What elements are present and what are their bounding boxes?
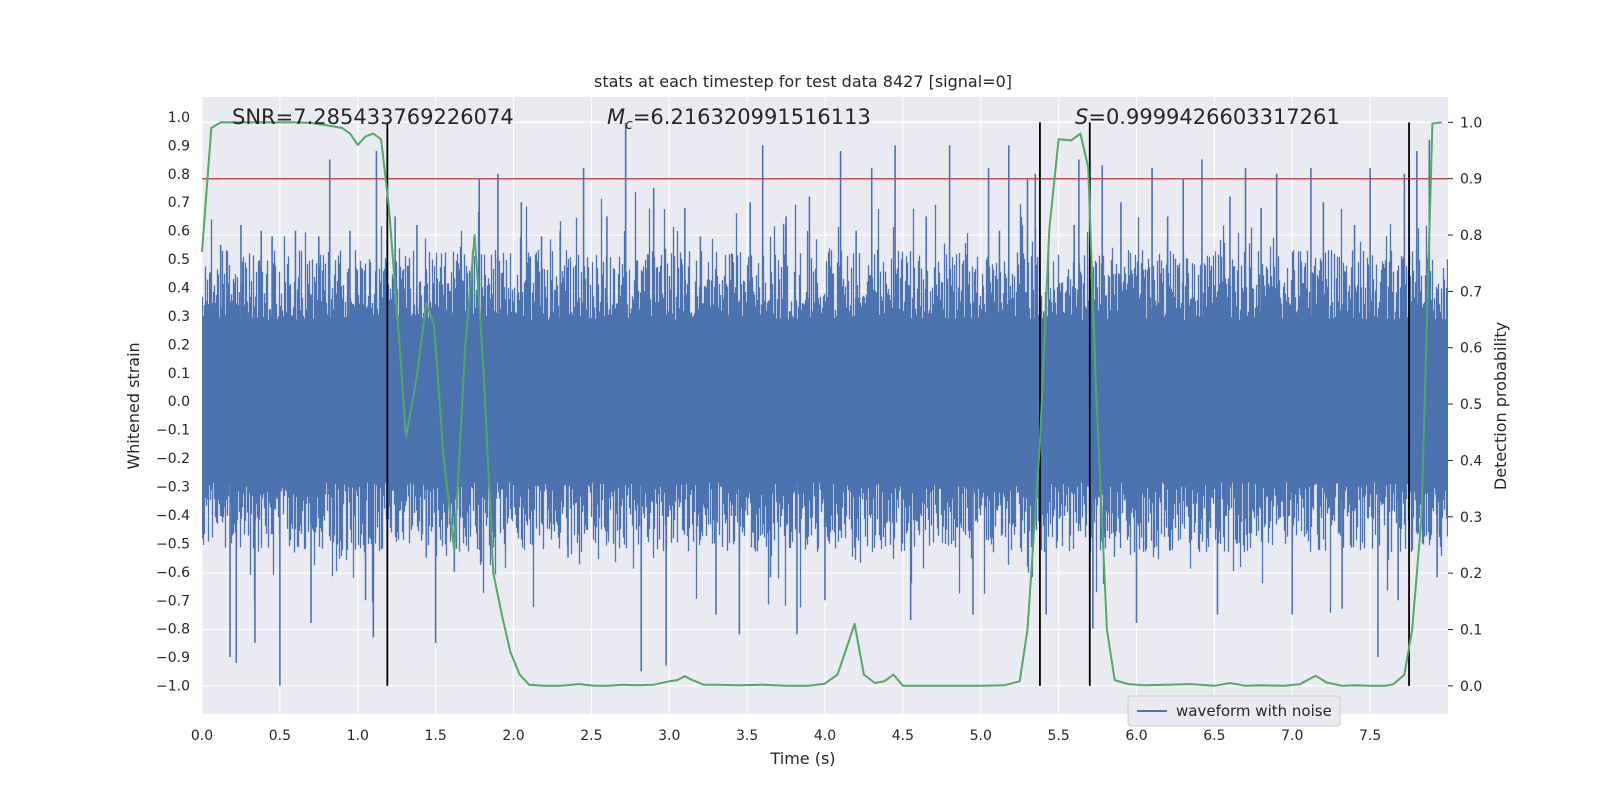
- y-left-tick-label: 0.7: [168, 195, 190, 211]
- y-right-tick-label: 0.2: [1460, 566, 1482, 582]
- chirp-mass-annotation: Mc=6.216320991516113: [607, 105, 871, 133]
- legend-label: waveform with noise: [1176, 702, 1332, 720]
- score-annotation: S=0.9999426603317261: [1075, 105, 1340, 129]
- y-left-tick-label: 0.9: [168, 138, 190, 154]
- y-right-ticks: 1.0 0.9 0.8 0.7 0.6 0.5 0.4 0.3 0.2 0.1 0.0: [1448, 115, 1482, 695]
- y-left-tick-label: −0.4: [156, 508, 190, 524]
- x-axis-label: Time (s): [769, 749, 835, 768]
- x-tick-label: 5.5: [1047, 728, 1069, 744]
- waveform-series: [202, 122, 1448, 686]
- snr-annotation: SNR=7.285433769226074: [232, 105, 514, 129]
- x-tick-label: 3.0: [658, 728, 680, 744]
- x-tick-label: 1.5: [424, 728, 446, 744]
- y-right-axis-label: Detection probability: [1491, 322, 1510, 490]
- y-left-axis-label: Whitened strain: [124, 342, 143, 469]
- s-symbol: S: [1075, 105, 1088, 129]
- y-left-tick-label: −0.9: [156, 650, 190, 666]
- x-tick-label: 0.0: [191, 728, 213, 744]
- y-right-tick-label: 0.0: [1460, 679, 1482, 695]
- y-left-tick-label: 0.1: [168, 366, 190, 382]
- legend: waveform with noise: [1127, 695, 1341, 727]
- y-left-ticks: 1.0 0.9 0.8 0.7 0.6 0.5 0.4 0.3 0.2 0.1 0.0 −0.1 −0.…: [156, 110, 190, 695]
- x-tick-label: 6.0: [1125, 728, 1147, 744]
- x-tick-label: 3.5: [736, 728, 758, 744]
- y-left-tick-label: 0.5: [168, 252, 190, 268]
- y-left-tick-label: 0.8: [168, 167, 190, 183]
- legend-box: [1127, 695, 1341, 727]
- x-tick-label: 4.0: [814, 728, 836, 744]
- x-tick-label: 4.5: [892, 728, 914, 744]
- event-markers: [386, 122, 1410, 686]
- y-right-tick-label: 0.3: [1460, 510, 1482, 526]
- y-right-tick-label: 0.1: [1460, 622, 1482, 638]
- x-tick-label: 7.5: [1359, 728, 1381, 744]
- y-left-tick-label: −0.1: [156, 423, 190, 439]
- x-tick-label: 5.0: [970, 728, 992, 744]
- x-tick-label: 2.0: [502, 728, 524, 744]
- y-left-tick-label: 0.2: [168, 337, 190, 353]
- s-value: =0.9999426603317261: [1088, 105, 1339, 129]
- y-right-tick-label: 0.7: [1460, 284, 1482, 300]
- mc-value: =6.216320991516113: [633, 105, 871, 129]
- y-right-tick-label: 0.9: [1460, 172, 1482, 188]
- y-left-tick-label: 1.0: [168, 110, 190, 126]
- y-left-tick-label: 0.0: [168, 394, 190, 410]
- x-tick-label: 1.0: [347, 728, 369, 744]
- y-left-tick-label: 0.4: [168, 281, 190, 297]
- mc-symbol: M: [607, 105, 625, 129]
- y-left-tick-label: −0.7: [156, 593, 190, 609]
- x-tick-label: 7.0: [1281, 728, 1303, 744]
- y-left-tick-label: −0.3: [156, 480, 190, 496]
- detection-probability-line: [201, 121, 1442, 687]
- y-left-tick-label: −0.8: [156, 622, 190, 638]
- y-left-tick-label: −0.5: [156, 536, 190, 552]
- y-left-tick-label: 0.3: [168, 309, 190, 325]
- chart-title: stats at each timestep for test data 842…: [594, 72, 1012, 91]
- y-left-tick-label: −1.0: [156, 679, 190, 695]
- y-right-tick-label: 0.5: [1460, 397, 1482, 413]
- mc-subscript: c: [625, 117, 633, 133]
- x-tick-label: 0.5: [269, 728, 291, 744]
- y-right-tick-label: 0.8: [1460, 228, 1482, 244]
- x-tick-label: 2.5: [580, 728, 602, 744]
- y-right-tick-label: 0.4: [1460, 453, 1482, 469]
- x-ticks: 0.0 0.5 1.0 1.5 2.0 2.5 3.0 3.5 4.0 4.5 5.0 5.5 6.0 6…: [191, 728, 1381, 744]
- y-right-tick-label: 1.0: [1460, 115, 1482, 131]
- y-left-tick-label: −0.2: [156, 451, 190, 467]
- x-tick-label: 6.5: [1203, 728, 1225, 744]
- y-right-tick-label: 0.6: [1460, 341, 1482, 357]
- y-left-tick-label: 0.6: [168, 224, 190, 240]
- probability-series: [201, 121, 1442, 687]
- y-left-tick-label: −0.6: [156, 565, 190, 581]
